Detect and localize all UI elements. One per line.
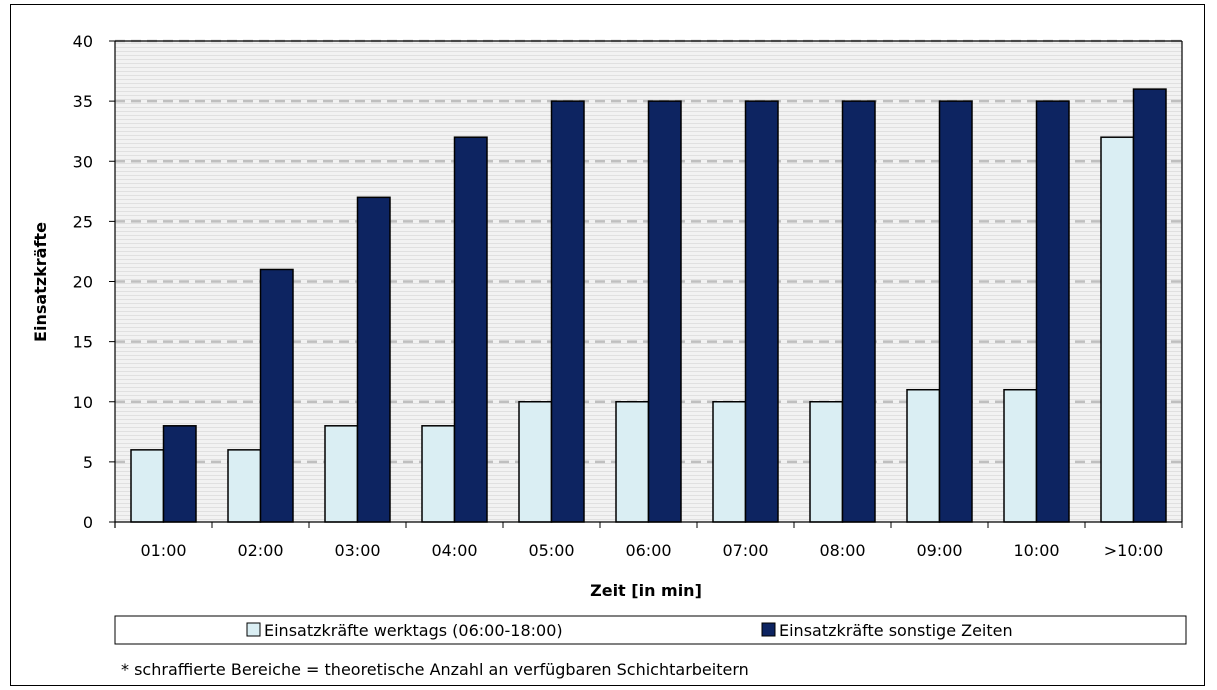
x-axis-title: Zeit [in min] — [590, 581, 702, 600]
bar-sonstige-3 — [453, 136, 488, 523]
legend-label-werktags: Einsatzkräfte werktags (06:00-18:00) — [264, 621, 563, 640]
legend-label-sonstige: Einsatzkräfte sonstige Zeiten — [779, 621, 1013, 640]
y-tick-label-5: 5 — [83, 453, 93, 472]
x-tick-label-0: 01:00 — [140, 541, 186, 560]
bar-werktags-4 — [518, 401, 553, 523]
legend-swatch-sonstige — [761, 622, 776, 637]
bar-werktags-2 — [324, 425, 359, 523]
y-tick-label-35: 35 — [73, 92, 93, 111]
bar-sonstige-5 — [647, 100, 682, 523]
bar-werktags-0 — [130, 449, 165, 523]
x-tick-label-10: >10:00 — [1104, 541, 1164, 560]
bar-sonstige-8 — [938, 100, 973, 523]
bar-sonstige-9 — [1035, 100, 1070, 523]
bar-sonstige-0 — [162, 425, 197, 523]
bar-sonstige-2 — [356, 196, 391, 523]
bar-werktags-8 — [906, 388, 941, 523]
bar-werktags-9 — [1003, 388, 1038, 523]
x-tick-labels: 01:00 02:00 03:00 04:00 05:00 06:00 07:00 08:00… — [140, 541, 1163, 560]
y-tick-label-10: 10 — [73, 393, 93, 412]
x-tick-label-4: 05:00 — [528, 541, 574, 560]
bar-werktags-5 — [615, 401, 650, 523]
bar-werktags-10 — [1100, 136, 1135, 523]
x-tick-label-5: 06:00 — [625, 541, 671, 560]
x-tick-label-8: 09:00 — [916, 541, 962, 560]
bar-sonstige-4 — [550, 100, 585, 523]
y-tick-labels: 0 5 10 15 20 25 30 35 40 — [73, 32, 93, 532]
x-tick-label-1: 02:00 — [237, 541, 283, 560]
x-tick-label-9: 10:00 — [1013, 541, 1059, 560]
y-tick-label-40: 40 — [73, 32, 93, 51]
footnote: * schraffierte Bereiche = theoretische A… — [121, 660, 749, 679]
x-tick-label-3: 04:00 — [431, 541, 477, 560]
legend-box — [114, 615, 1187, 645]
bar-sonstige-7 — [841, 100, 876, 523]
y-tick-label-0: 0 — [83, 513, 93, 532]
bar-werktags-6 — [712, 401, 747, 523]
bar-sonstige-6 — [744, 100, 779, 523]
axes — [109, 40, 1183, 528]
y-tick-label-20: 20 — [73, 273, 93, 292]
bar-sonstige-10 — [1132, 88, 1167, 523]
bars — [130, 88, 1167, 523]
x-tick-label-2: 03:00 — [334, 541, 380, 560]
bar-werktags-3 — [421, 425, 456, 523]
legend-swatch-werktags — [246, 622, 261, 637]
x-tick-label-7: 08:00 — [819, 541, 865, 560]
bar-sonstige-1 — [259, 268, 294, 523]
bar-werktags-1 — [227, 449, 262, 523]
y-tick-label-30: 30 — [73, 152, 93, 171]
y-axis-title: Einsatzkräfte — [31, 222, 50, 342]
y-tick-label-25: 25 — [73, 212, 93, 231]
y-tick-label-15: 15 — [73, 333, 93, 352]
bar-werktags-7 — [809, 401, 844, 523]
x-tick-label-6: 07:00 — [722, 541, 768, 560]
legend: Einsatzkräfte werktags (06:00-18:00) Ein… — [114, 615, 1187, 645]
